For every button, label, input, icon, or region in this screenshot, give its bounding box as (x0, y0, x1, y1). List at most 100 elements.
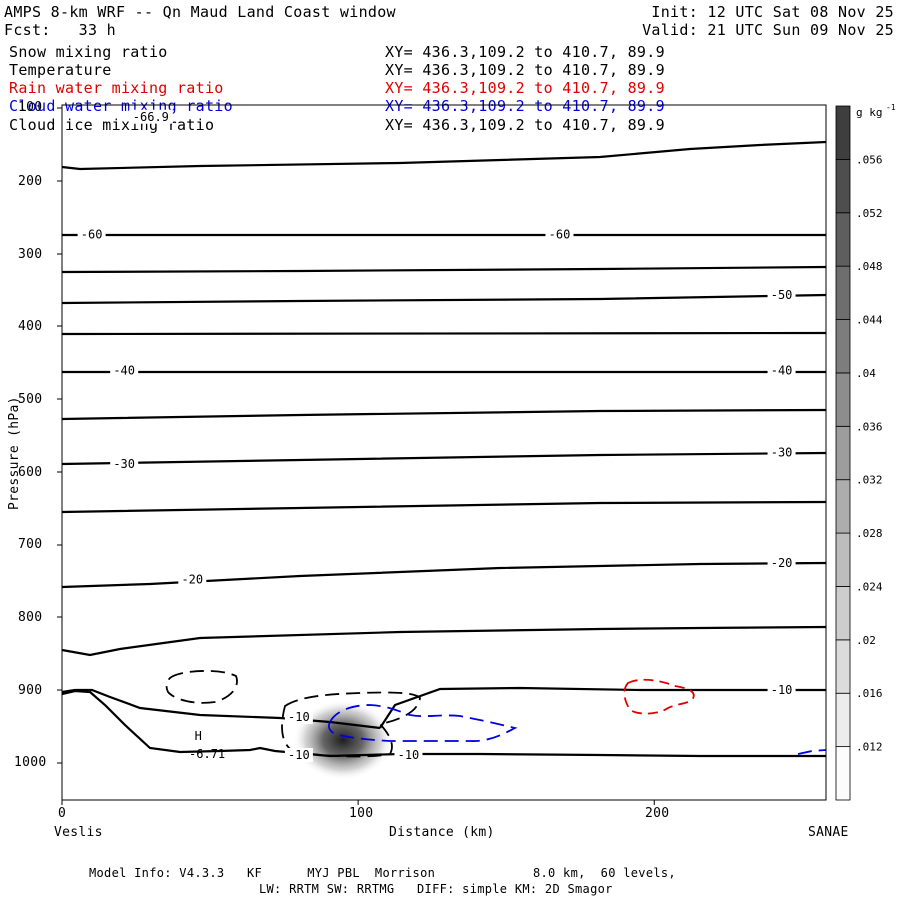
colorbar-label-9: .048 (856, 260, 883, 273)
colorbar-swatch-1 (835, 692, 851, 748)
init-time: Init: 12 UTC Sat 08 Nov 25 (651, 3, 894, 21)
temperature-label-7: -30 (771, 445, 793, 459)
temperature-isotherms (61, 140, 827, 758)
field-xy-cloud-ice: XY= 436.3,109.2 to 410.7, 89.9 (385, 116, 665, 134)
temperature-label-bg-1 (77, 227, 106, 242)
field-name-cloud-water: Cloud water mixing ratio (9, 97, 233, 115)
y-tick-label-100: 100 (18, 100, 43, 115)
colorbar-unit-exponent: -1 (886, 103, 896, 112)
field-name-cloud-ice: Cloud ice mixing ratio (9, 116, 215, 134)
colorbar-swatch-4 (835, 532, 851, 587)
y-tick-label-500: 500 (18, 392, 43, 407)
temperature-label-bg-9 (767, 556, 796, 570)
colorbar-label-10: .052 (856, 207, 883, 220)
colorbar-swatch-11 (835, 158, 851, 214)
isotherm-35 (61, 408, 827, 421)
temperature-label-bg-12 (284, 747, 313, 762)
colorbar-swatch-2 (835, 639, 851, 694)
cloud-water-contour-edge (797, 749, 827, 755)
colorbar-label-3: .024 (856, 580, 883, 593)
cloud-water-contours (327, 704, 827, 755)
temperature-label-bg-3 (767, 288, 796, 303)
field-name-rain: Rain water mixing ratio (9, 79, 224, 97)
temperature-label-11: -10 (288, 710, 310, 724)
left-endpoint-label: Veslis (54, 825, 103, 840)
cloud-water-contour-main (327, 704, 518, 742)
y-tick-label-400: 400 (18, 319, 43, 334)
x-tick-label-100: 100 (349, 806, 374, 821)
temperature-label-bg-11 (284, 710, 313, 725)
temperature-label-10: -10 (771, 683, 793, 697)
temperature-label-bg-2 (545, 227, 574, 242)
colorbar-swatch-6 (835, 425, 851, 481)
y-axis-label: Pressure (hPa) (7, 396, 22, 510)
field-xy-temperature: XY= 436.3,109.2 to 410.7, 89.9 (385, 61, 665, 79)
temperature-label-6: -30 (113, 457, 135, 471)
temperature-label-bg-7 (767, 445, 796, 460)
field-name-temperature: Temperature (9, 61, 112, 79)
x-tick-label-0: 0 (58, 806, 67, 821)
temperature-label-bg-13 (394, 747, 423, 762)
extremum-label-1: -6.71 (189, 747, 225, 761)
y-tick-label-1000: 1000 (14, 755, 47, 770)
field-xy-cloud-water: XY= 436.3,109.2 to 410.7, 89.9 (385, 97, 665, 115)
temperature-label-bg-5 (767, 363, 796, 378)
field-name-snow: Snow mixing ratio (9, 43, 168, 61)
colorbar-label-0: .012 (856, 741, 883, 754)
x-axis-ticks (61, 800, 655, 805)
y-tick-label-900: 900 (18, 683, 43, 698)
isotherm-10 (61, 688, 381, 730)
colorbar-label-6: .036 (856, 420, 883, 433)
temperature-label-bg-8 (178, 572, 207, 587)
isotherm-top (61, 140, 827, 171)
temperature-label-13: -10 (398, 748, 420, 762)
temperature-label-9: -20 (771, 556, 793, 570)
colorbar-swatch-3 (835, 586, 851, 641)
isotherm-15 (61, 625, 827, 657)
y-tick-label-300: 300 (18, 247, 43, 262)
plot-title: AMPS 8-km WRF -- Qn Maud Land Coast wind… (4, 3, 396, 21)
temperature-label-3: -50 (771, 288, 793, 302)
x-axis-label: Distance (km) (389, 825, 495, 840)
y-tick-label-800: 800 (18, 610, 43, 625)
isotherm-50 (61, 293, 827, 305)
colorbar-swatch-10 (835, 212, 851, 267)
colorbar-unit: g kg (856, 106, 883, 119)
colorbar-swatch-0 (835, 746, 851, 801)
colorbar-swatch-7 (835, 372, 851, 427)
colorbar-swatch-8 (835, 319, 851, 374)
colorbar-swatch-9 (835, 265, 851, 320)
isotherm-surface (61, 689, 826, 758)
temperature-label-bg-4 (110, 363, 139, 378)
temperature-label-bg-10 (767, 683, 796, 697)
field-xy-rain: XY= 436.3,109.2 to 410.7, 89.9 (385, 79, 665, 97)
temperature-label-2: -60 (549, 227, 571, 241)
colorbar-label-2: .02 (856, 634, 876, 647)
x-tick-label-200: 200 (645, 806, 670, 821)
right-endpoint-label: SANAE (808, 825, 849, 840)
temperature-label-8: -20 (181, 573, 203, 587)
colorbar-label-4: .028 (856, 527, 883, 540)
isotherm-45 (61, 331, 827, 336)
field-xy-snow: XY= 436.3,109.2 to 410.7, 89.9 (385, 43, 665, 61)
extremum-label-0: H (195, 729, 202, 743)
y-axis-ticks (57, 107, 62, 764)
cloud-ice-contour-left (165, 670, 238, 704)
colorbar-swatch-5 (835, 479, 851, 534)
colorbar-label-1: .016 (856, 687, 883, 700)
isotherm-20 (61, 561, 827, 589)
colorbar-label-5: .032 (856, 474, 883, 487)
temperature-label-5: -40 (771, 364, 793, 378)
temperature-label-0: -66.9 (133, 110, 169, 124)
isotherm-55 (61, 265, 827, 274)
temperature-label-1: -60 (81, 227, 103, 241)
colorbar: .012 .016 .02 .024 .028 .032 .036 .04 .044 .048 .0… (835, 103, 896, 801)
valid-time: Valid: 21 UTC Sun 09 Nov 25 (642, 21, 894, 39)
rain-water-contour (623, 678, 695, 715)
model-info-line1: Model Info: V4.3.3 KF MYJ PBL Morrison 8… (89, 866, 676, 880)
colorbar-label-7: .04 (856, 367, 876, 380)
plot-frame (61, 104, 827, 801)
temperature-label-4: -40 (113, 364, 135, 378)
isotherm-30 (61, 451, 827, 466)
